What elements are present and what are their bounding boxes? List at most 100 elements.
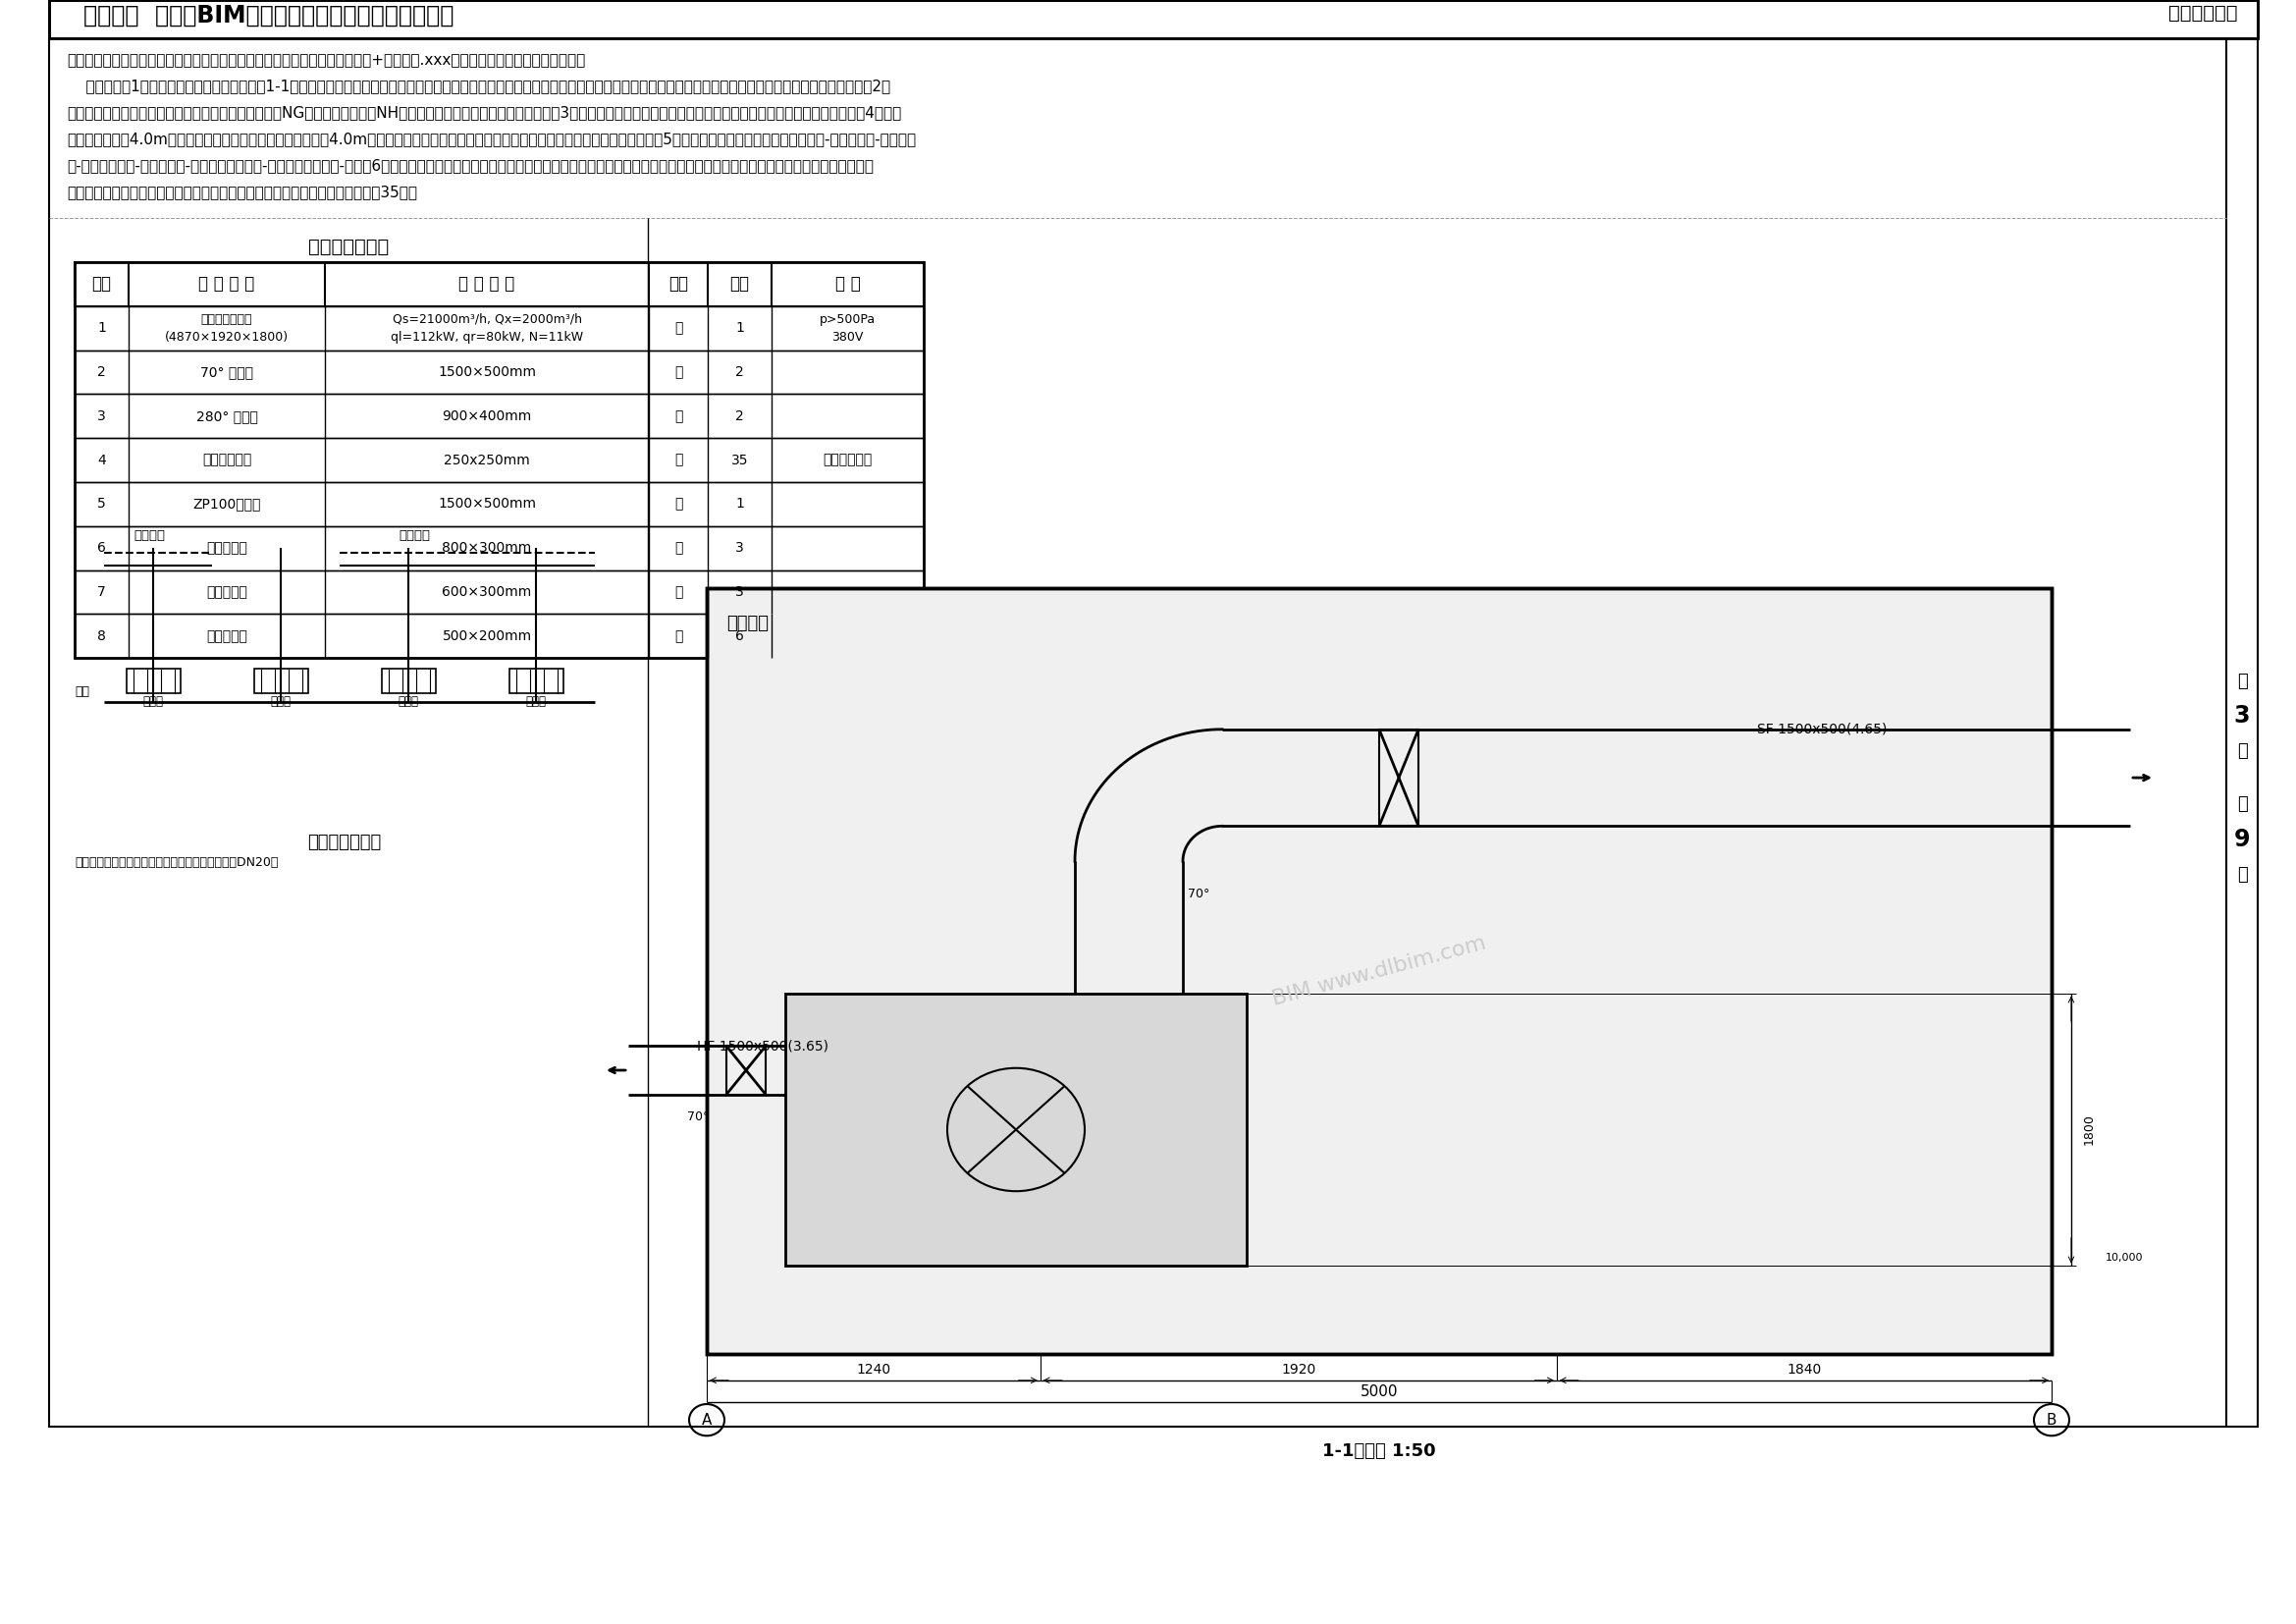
Text: 3: 3 <box>2234 705 2250 728</box>
Text: 中国图学学会: 中国图学学会 <box>2170 3 2239 23</box>
Text: 页: 页 <box>2236 866 2248 883</box>
Text: 800×300mm: 800×300mm <box>443 541 533 555</box>
Text: 6: 6 <box>735 628 744 643</box>
Text: 1920: 1920 <box>1281 1363 1316 1377</box>
Text: 1240: 1240 <box>856 1363 891 1377</box>
Text: 1500×500mm: 1500×500mm <box>439 365 535 378</box>
Bar <box>73 614 923 658</box>
Text: 个: 个 <box>675 365 682 378</box>
Text: 共: 共 <box>2236 796 2248 814</box>
Text: ql=112kW, qr=80kW, N=11kW: ql=112kW, qr=80kW, N=11kW <box>390 331 583 344</box>
Text: 空调机房: 空调机房 <box>726 615 769 633</box>
Text: 2: 2 <box>96 365 106 378</box>
Text: 地面: 地面 <box>73 685 90 698</box>
Text: 双层百叶风口: 双层百叶风口 <box>202 453 253 468</box>
Bar <box>726 1046 765 1095</box>
Bar <box>707 588 2053 1354</box>
Text: 10,000: 10,000 <box>2105 1252 2144 1262</box>
Text: 单位: 单位 <box>668 276 689 292</box>
Text: 注：连接散热器的立、立管管径按标注者外，均为DN20。: 注：连接散热器的立、立管管径按标注者外，均为DN20。 <box>73 856 278 869</box>
Text: 35: 35 <box>730 453 748 468</box>
Text: 三、沿用第二题的建筑模型，参照下图创建房间机电模型，结果以「机电模型+考生姓名.xxx」为文件名保存在考生文件夹中。: 三、沿用第二题的建筑模型，参照下图创建房间机电模型，结果以「机电模型+考生姓名.… <box>67 54 585 68</box>
Text: 1-1剖面图 1:50: 1-1剖面图 1:50 <box>1322 1442 1435 1460</box>
Text: 个: 个 <box>675 628 682 643</box>
Text: 个: 个 <box>675 497 682 512</box>
Bar <box>255 669 308 693</box>
Text: 600×300mm: 600×300mm <box>443 585 533 599</box>
Bar <box>73 307 923 351</box>
Text: 烟-棕色，冷凝水-蓝色，喷淋-红色，采暖供水管-绿色，采暖回水管-黄色。6、创建管道及风管明细表，包括系统类型、尺寸、长度、合计四项指标，按系统类型与尺寸排序，: 烟-棕色，冷凝水-蓝色，喷淋-红色，采暖供水管-绿色，采暖回水管-黄色。6、创建… <box>67 159 875 174</box>
Text: 1: 1 <box>96 322 106 335</box>
Text: 与风管各类型各尺寸的长度及管道与风管的总长度。未指明方面由考生自定。（35分）: 与风管各类型各尺寸的长度及管道与风管的总长度。未指明方面由考生自定。（35分） <box>67 185 418 200</box>
Text: 个: 个 <box>675 453 682 468</box>
Text: Qs=21000m³/h, Qx=2000m³/h: Qs=21000m³/h, Qx=2000m³/h <box>393 313 581 326</box>
Text: 个: 个 <box>675 585 682 599</box>
Text: 个: 个 <box>675 541 682 555</box>
Bar <box>381 669 436 693</box>
Text: 备 注: 备 注 <box>836 276 861 292</box>
Bar <box>73 482 923 526</box>
Text: 7: 7 <box>96 585 106 599</box>
Bar <box>707 588 2053 1354</box>
Text: 组合式空调机组: 组合式空调机组 <box>202 313 253 326</box>
Text: 第: 第 <box>2236 672 2248 690</box>
Text: 供暖立管示意图: 供暖立管示意图 <box>308 835 381 851</box>
Text: 采暖干管: 采暖干管 <box>133 529 165 542</box>
Text: 9: 9 <box>2234 828 2250 851</box>
Text: 70°: 70° <box>687 1111 709 1124</box>
Text: 页: 页 <box>2236 742 2248 760</box>
Text: 280° 防火阀: 280° 防火阀 <box>195 409 257 422</box>
Text: 台: 台 <box>675 322 682 335</box>
Text: p>500Pa: p>500Pa <box>820 313 875 326</box>
Bar <box>785 994 1247 1267</box>
Text: 1800: 1800 <box>2082 1114 2096 1145</box>
Bar <box>510 669 563 693</box>
Text: BIM www.dlbim.com: BIM www.dlbim.com <box>1270 934 1488 1009</box>
Bar <box>1380 729 1419 827</box>
Bar <box>73 526 923 570</box>
Text: 5: 5 <box>96 497 106 512</box>
Text: 带风口调节阀: 带风口调节阀 <box>822 453 872 468</box>
Text: A: A <box>703 1413 712 1427</box>
Text: 按照给出的供暖系统平面图建立相应的采暖系统模型，NG代表采暖供水管，NH代表采暖回水管，不考虑采暖干管坡度。3、根据会议室喷淋系统平面图创建喷淋系统模型，其中喷: 按照给出的供暖系统平面图建立相应的采暖系统模型，NG代表采暖供水管，NH代表采暖… <box>67 106 902 120</box>
Text: 个: 个 <box>675 409 682 422</box>
Text: 3: 3 <box>735 541 744 555</box>
Text: B: B <box>2046 1413 2057 1427</box>
Text: 2: 2 <box>735 409 744 422</box>
Text: 具体要求：1、按照给出的空调通风平面图及1-1剖面图建立空调及排烟系统模型，风管中心对齐，参照平面图添加空调机组、风口、阀门、消声器等设施，组合式空调机组采用第: 具体要求：1、按照给出的空调通风平面图及1-1剖面图建立空调及排烟系统模型，风管… <box>67 80 891 94</box>
Bar <box>73 570 923 614</box>
Text: 380V: 380V <box>831 331 863 344</box>
Text: SF 1500x500(4.65): SF 1500x500(4.65) <box>1756 723 1887 736</box>
Text: 250x250mm: 250x250mm <box>443 453 530 468</box>
Text: 900×400mm: 900×400mm <box>443 409 533 422</box>
Text: 70° 防火阀: 70° 防火阀 <box>200 365 253 378</box>
Text: (4870×1920×1800): (4870×1920×1800) <box>165 331 289 344</box>
Bar <box>48 0 2257 39</box>
Text: 5000: 5000 <box>1359 1384 1398 1398</box>
Text: 70°: 70° <box>1187 888 1210 900</box>
Bar <box>73 395 923 438</box>
Text: ZP100消声器: ZP100消声器 <box>193 497 262 512</box>
Bar <box>73 261 923 658</box>
Text: 1500×500mm: 1500×500mm <box>439 497 535 512</box>
Text: 多叶调节阀: 多叶调节阀 <box>207 585 248 599</box>
Text: 数量: 数量 <box>730 276 748 292</box>
Text: HF 1500x500(3.65): HF 1500x500(3.65) <box>698 1039 829 1052</box>
Text: 1840: 1840 <box>1786 1363 1821 1377</box>
Text: 散热器: 散热器 <box>142 695 163 708</box>
Text: 第十五期  「全国BIM技能等级考试」二级（设备）试题: 第十五期 「全国BIM技能等级考试」二级（设备）试题 <box>83 3 455 28</box>
Text: 多叶调节阀: 多叶调节阀 <box>207 628 248 643</box>
Text: 多叶调节阀: 多叶调节阀 <box>207 541 248 555</box>
Text: 6: 6 <box>96 541 106 555</box>
Text: 散热器: 散热器 <box>271 695 292 708</box>
Text: 型 号 规 格: 型 号 规 格 <box>459 276 514 292</box>
Text: 1: 1 <box>735 322 744 335</box>
Text: 4: 4 <box>96 453 106 468</box>
Text: 散热器: 散热器 <box>397 695 418 708</box>
Text: 3: 3 <box>96 409 106 422</box>
Text: 主要设备材料表: 主要设备材料表 <box>308 237 388 257</box>
Bar <box>73 351 923 395</box>
Bar <box>126 669 179 693</box>
Bar <box>73 261 923 307</box>
Text: 散热器: 散热器 <box>526 695 546 708</box>
